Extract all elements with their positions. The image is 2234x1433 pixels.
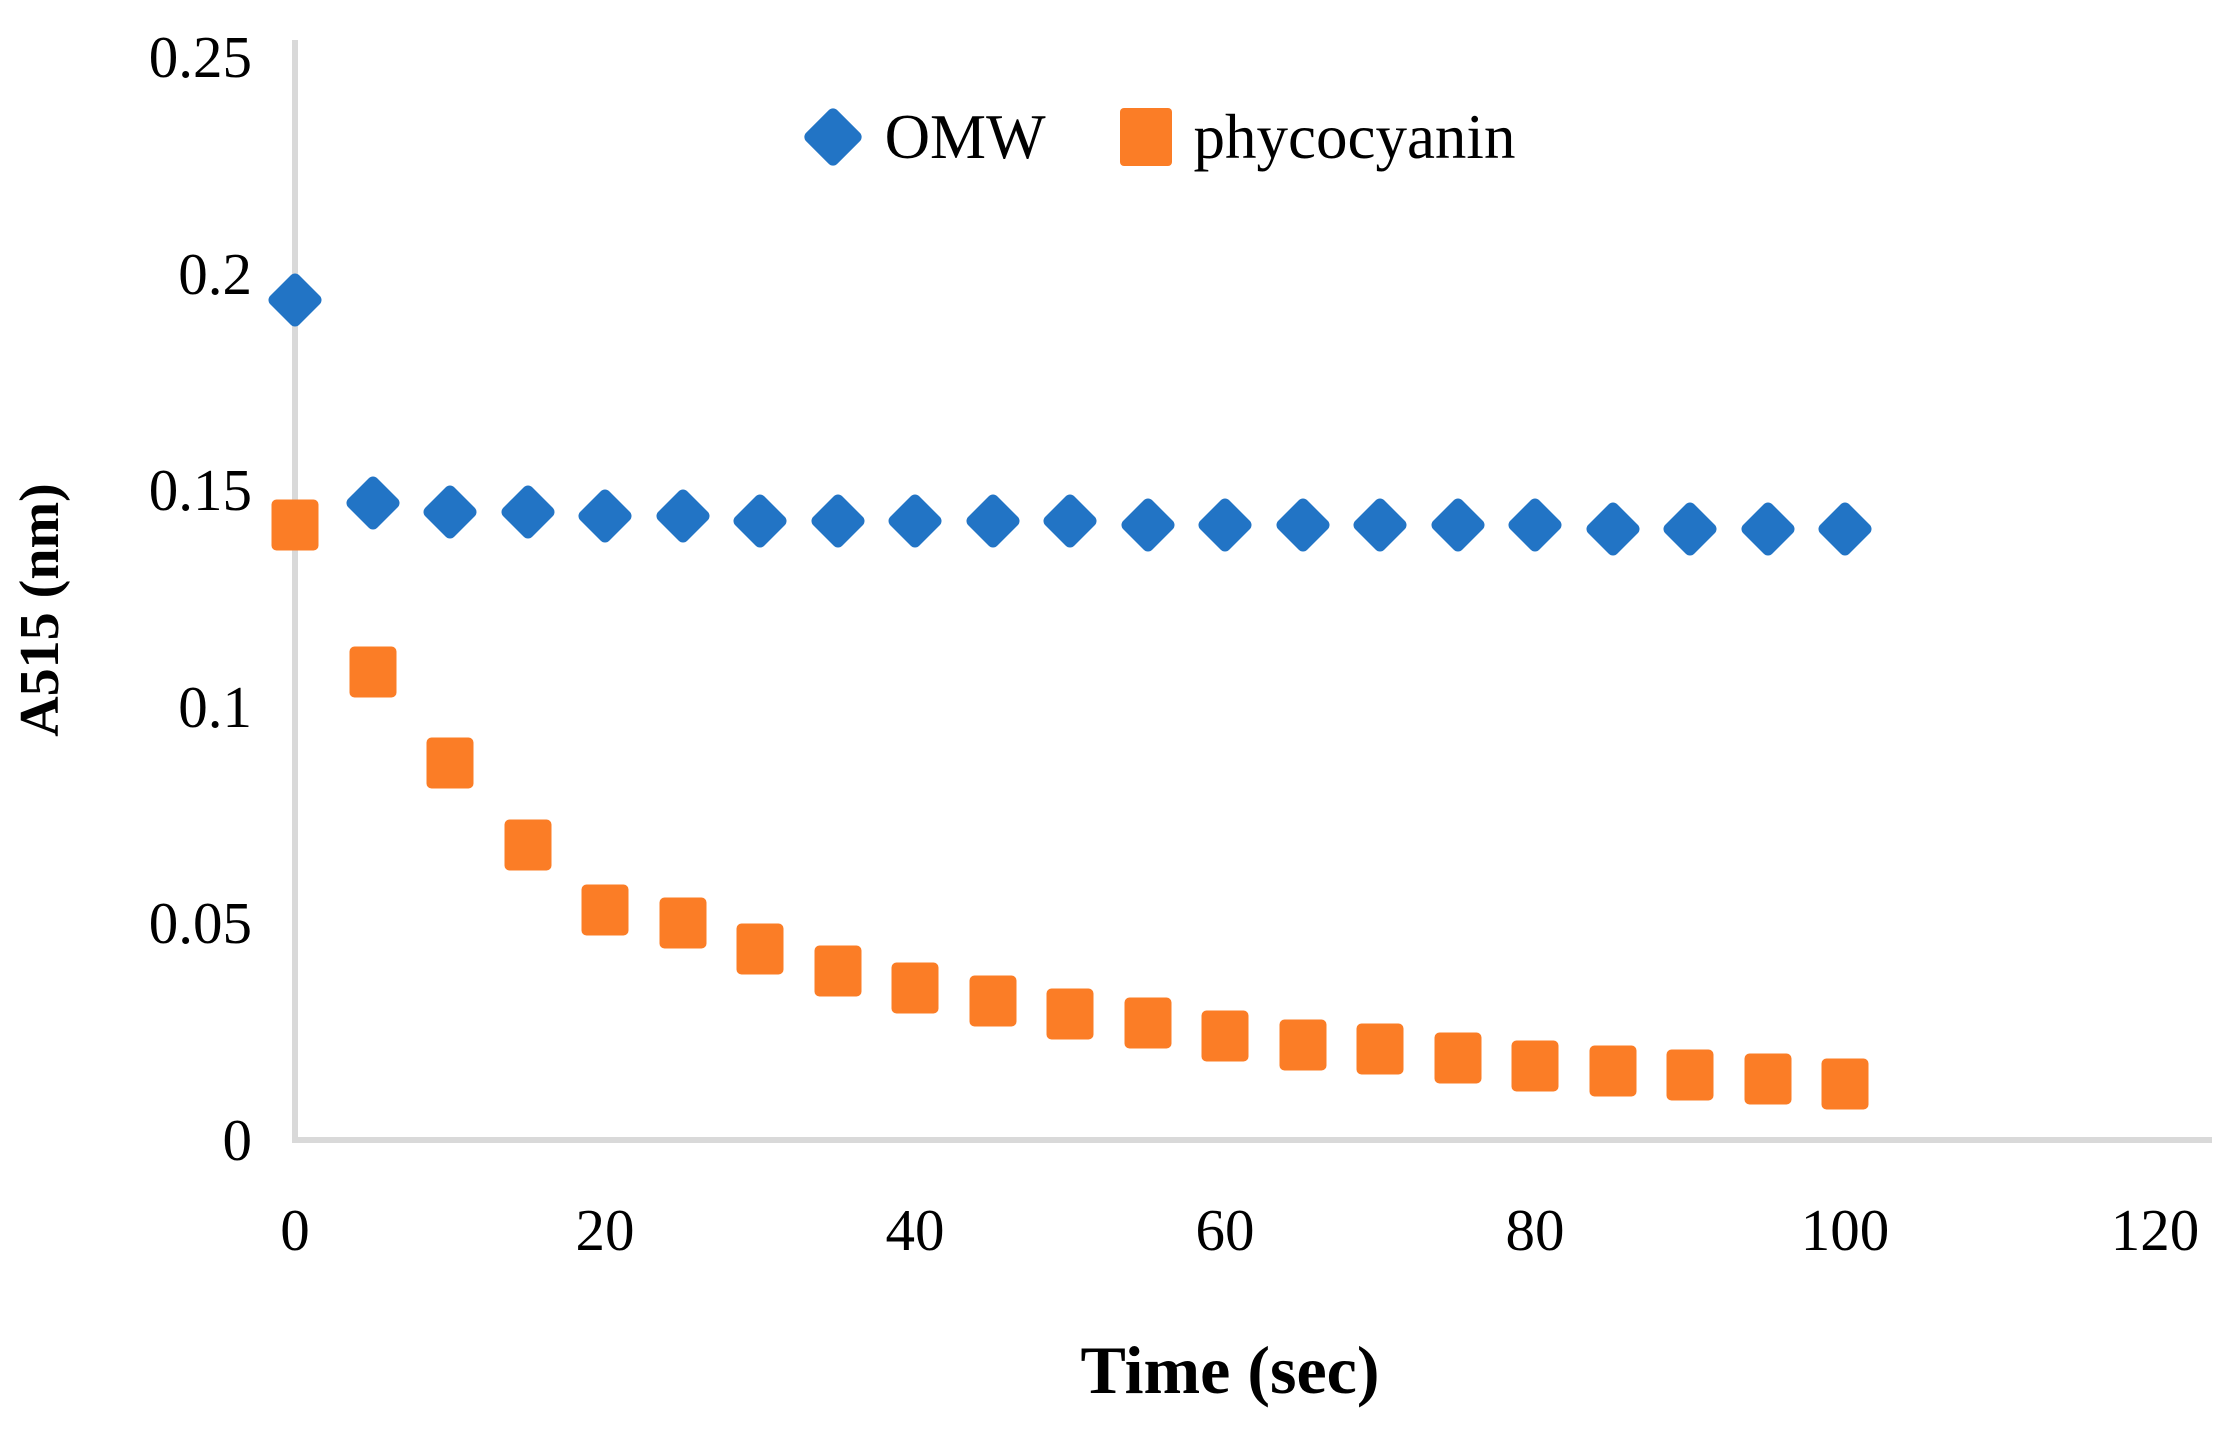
y-tick-label: 0.15 — [148, 457, 252, 524]
data-point-OMW — [1738, 500, 1797, 559]
y-axis-line — [292, 40, 298, 1143]
data-point-OMW — [808, 491, 867, 550]
x-tick-label: 80 — [1505, 1197, 1565, 1263]
data-point-phycocyanin — [504, 819, 551, 871]
data-point-phycocyanin — [814, 945, 861, 997]
data-point-OMW — [1661, 500, 1719, 559]
data-point-OMW — [1428, 495, 1487, 554]
data-point-phycocyanin — [659, 897, 706, 949]
data-point-phycocyanin — [1124, 997, 1171, 1049]
data-point-phycocyanin — [581, 884, 629, 936]
data-point-phycocyanin — [1046, 988, 1094, 1040]
data-point-phycocyanin — [426, 737, 474, 789]
data-point-OMW — [1196, 495, 1254, 554]
data-point-phycocyanin — [1356, 1023, 1404, 1075]
legend-label: phycocyanin — [1193, 102, 1516, 172]
x-tick-label: 20 — [575, 1197, 635, 1263]
y-tick-label: 0.25 — [148, 24, 252, 90]
data-point-OMW — [421, 482, 479, 541]
data-point-phycocyanin — [1821, 1058, 1869, 1110]
data-point-phycocyanin — [1511, 1040, 1559, 1092]
legend-marker-diamond-icon — [801, 105, 864, 169]
legend-item-OMW: OMW — [801, 72, 1046, 202]
y-axis-title: A515 (nm) — [9, 483, 71, 737]
data-point-phycocyanin — [891, 962, 939, 1014]
data-point-phycocyanin — [736, 923, 784, 975]
legend-marker-square-icon — [1119, 108, 1172, 166]
x-axis-line — [292, 1137, 2212, 1143]
y-tick-label: 0 — [222, 1107, 253, 1173]
data-point-phycocyanin — [349, 646, 396, 698]
x-tick-label: 40 — [885, 1197, 945, 1263]
legend-item-phycocyanin: phycocyanin — [1119, 72, 1516, 202]
data-point-OMW — [1583, 500, 1642, 559]
data-point-OMW — [266, 270, 324, 329]
data-point-OMW — [576, 487, 634, 546]
data-point-phycocyanin — [1201, 1010, 1249, 1062]
data-point-phycocyanin — [1589, 1045, 1636, 1097]
data-point-OMW — [1041, 491, 1099, 550]
data-point-phycocyanin — [271, 499, 319, 551]
data-point-OMW — [1273, 495, 1332, 554]
legend-label: OMW — [884, 102, 1046, 172]
x-tick-label: 60 — [1195, 1197, 1255, 1263]
data-point-OMW — [1118, 495, 1177, 554]
data-point-OMW — [731, 491, 789, 550]
legend: OMW phycocyanin — [42, 72, 2234, 202]
data-point-OMW — [653, 487, 712, 546]
x-tick-label: 100 — [1800, 1197, 1890, 1263]
data-point-OMW — [1351, 495, 1409, 554]
x-tick-label: 120 — [2110, 1197, 2200, 1263]
data-point-OMW — [498, 482, 557, 541]
data-point-phycocyanin — [1434, 1032, 1481, 1084]
data-point-OMW — [1506, 495, 1564, 554]
data-point-OMW — [963, 491, 1022, 550]
data-point-OMW — [1816, 500, 1874, 559]
y-tick-label: 0.1 — [178, 673, 252, 740]
data-point-phycocyanin — [1666, 1049, 1714, 1101]
x-axis-title: Time (sec) — [1080, 1332, 1380, 1408]
x-tick-label: 0 — [280, 1197, 310, 1263]
data-point-OMW — [886, 491, 944, 550]
y-tick-label: 0.2 — [178, 240, 252, 307]
data-point-phycocyanin — [1279, 1019, 1326, 1071]
data-point-OMW — [343, 474, 402, 533]
data-point-phycocyanin — [969, 975, 1016, 1027]
data-point-phycocyanin — [1744, 1053, 1791, 1105]
y-tick-label: 0.05 — [148, 890, 252, 957]
